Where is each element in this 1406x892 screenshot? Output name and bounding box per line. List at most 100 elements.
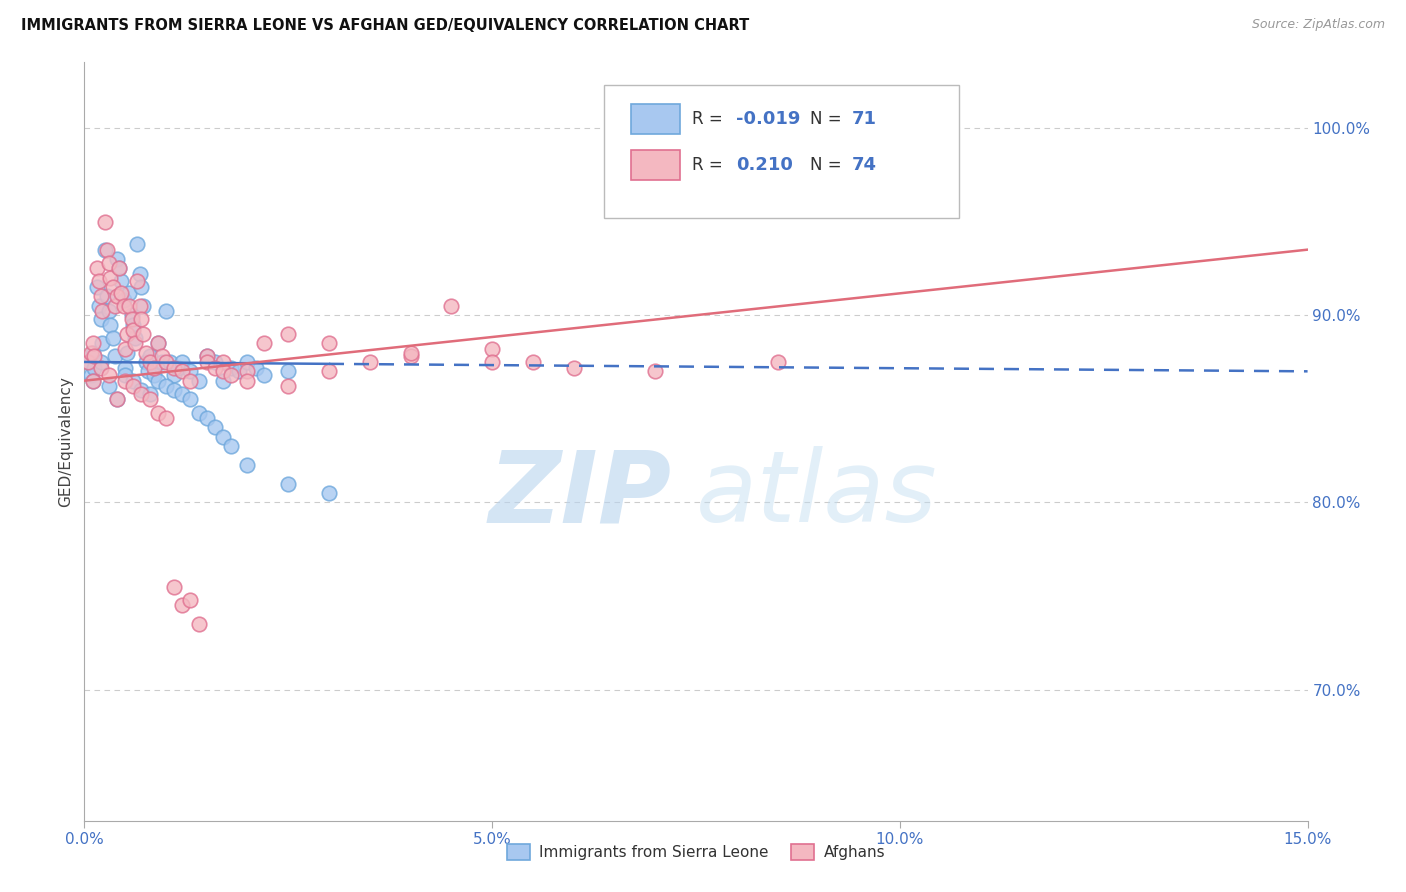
Point xyxy=(96,243,118,257)
Point xyxy=(104,350,127,364)
Point xyxy=(179,592,201,607)
Point xyxy=(204,360,226,375)
Point xyxy=(142,368,165,382)
Point xyxy=(179,392,201,407)
Point xyxy=(318,336,340,351)
Point xyxy=(82,336,104,351)
Point xyxy=(253,368,276,382)
FancyBboxPatch shape xyxy=(605,85,959,218)
Point xyxy=(114,368,136,382)
Point xyxy=(114,374,136,388)
Point xyxy=(112,293,135,308)
Point xyxy=(172,364,194,378)
Point xyxy=(90,289,112,303)
Point xyxy=(167,360,190,375)
Point xyxy=(146,336,169,351)
Point xyxy=(131,312,153,326)
Point xyxy=(107,261,129,276)
Point xyxy=(131,280,153,294)
Point xyxy=(146,405,169,419)
Point xyxy=(82,374,104,388)
Point xyxy=(101,331,124,345)
Point xyxy=(115,345,138,359)
Point xyxy=(100,270,122,285)
Point xyxy=(104,299,127,313)
Point xyxy=(172,386,194,401)
Text: R =: R = xyxy=(692,156,734,174)
Text: Source: ZipAtlas.com: Source: ZipAtlas.com xyxy=(1251,18,1385,31)
Point xyxy=(91,336,114,351)
Point xyxy=(138,350,160,364)
Point xyxy=(77,355,100,369)
Point xyxy=(138,386,160,401)
Point xyxy=(112,299,135,313)
Point xyxy=(107,261,129,276)
Point xyxy=(440,299,463,313)
Point xyxy=(562,360,585,375)
Point xyxy=(204,420,226,434)
Point xyxy=(131,383,153,397)
Point xyxy=(83,360,105,375)
FancyBboxPatch shape xyxy=(631,104,681,135)
Point xyxy=(87,275,110,289)
Point xyxy=(121,308,143,322)
Point xyxy=(187,374,209,388)
Point xyxy=(135,355,157,369)
Point xyxy=(77,355,100,369)
Point xyxy=(155,304,177,318)
FancyBboxPatch shape xyxy=(631,150,681,180)
Point xyxy=(131,386,153,401)
Point xyxy=(481,355,503,369)
Point xyxy=(91,304,114,318)
Text: ZIP: ZIP xyxy=(488,446,672,543)
Point xyxy=(219,360,242,375)
Text: N =: N = xyxy=(810,156,846,174)
Point xyxy=(318,486,340,500)
Point xyxy=(114,342,136,356)
Point xyxy=(172,355,194,369)
Point xyxy=(105,392,128,407)
Point xyxy=(195,350,218,364)
Point xyxy=(187,617,209,632)
Point xyxy=(135,345,157,359)
Point xyxy=(219,368,242,382)
Point xyxy=(195,411,218,425)
Text: 0.210: 0.210 xyxy=(737,156,793,174)
Point xyxy=(97,368,120,382)
Point xyxy=(90,355,112,369)
Text: R =: R = xyxy=(692,111,728,128)
Point xyxy=(124,331,146,345)
Point xyxy=(122,374,145,388)
Point xyxy=(179,364,201,378)
Point xyxy=(96,289,118,303)
Point xyxy=(399,350,422,364)
Point xyxy=(318,364,340,378)
Point xyxy=(212,355,235,369)
Point xyxy=(122,379,145,393)
Point xyxy=(155,411,177,425)
Point xyxy=(155,379,177,393)
Point xyxy=(83,350,105,364)
Point xyxy=(481,342,503,356)
Point xyxy=(122,318,145,332)
Point xyxy=(155,355,177,369)
Point xyxy=(236,364,259,378)
Point xyxy=(105,392,128,407)
Point xyxy=(136,364,159,378)
Point xyxy=(114,360,136,375)
Point xyxy=(101,280,124,294)
Point xyxy=(212,374,235,388)
Point xyxy=(277,364,299,378)
Text: 71: 71 xyxy=(851,111,876,128)
Point xyxy=(204,355,226,369)
Point xyxy=(163,368,186,382)
Point xyxy=(146,374,169,388)
Point xyxy=(212,364,235,378)
Point xyxy=(82,345,104,359)
Point xyxy=(150,350,173,364)
Point xyxy=(253,336,276,351)
Point xyxy=(128,299,150,313)
Point xyxy=(90,312,112,326)
Y-axis label: GED/Equivalency: GED/Equivalency xyxy=(58,376,73,507)
Point xyxy=(122,323,145,337)
